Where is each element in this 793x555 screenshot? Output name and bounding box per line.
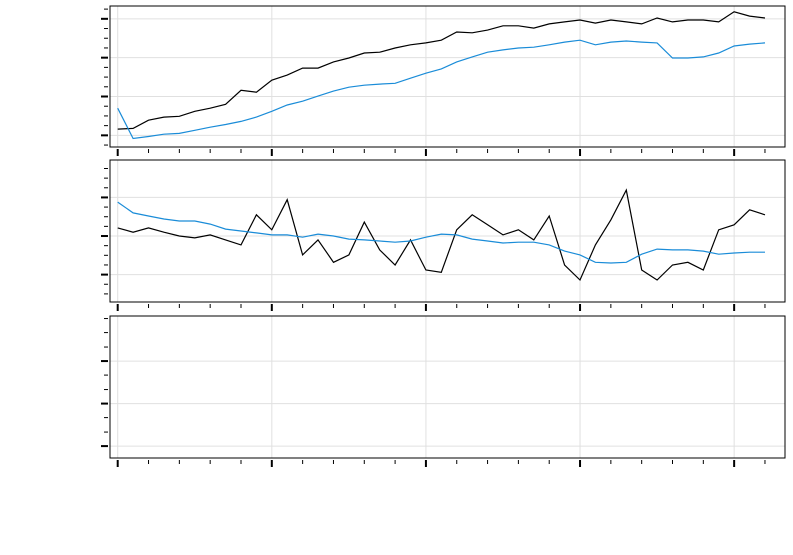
series-line: [117, 11, 766, 130]
plot-frame: [109, 5, 786, 148]
series-line: [117, 201, 765, 264]
plot-frame: [109, 315, 786, 459]
series-line: [117, 39, 766, 140]
plot-frame: [109, 159, 786, 303]
series-line: [117, 188, 766, 282]
